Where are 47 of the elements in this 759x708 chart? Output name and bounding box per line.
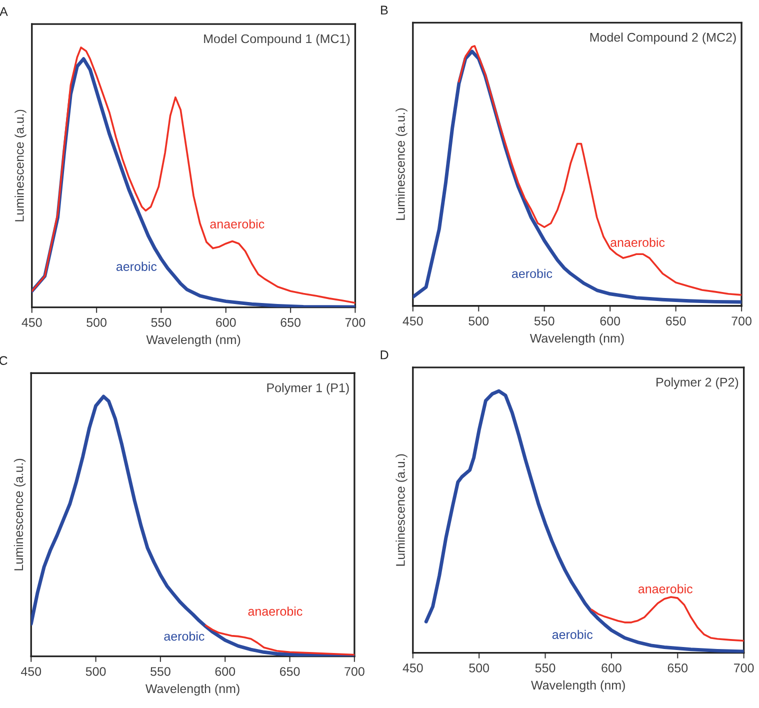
x-tick-label: 500 xyxy=(86,318,106,327)
x-tick-label: 450 xyxy=(402,664,423,672)
x-tick-label: 450 xyxy=(402,316,423,326)
chart-title: Model Compound 1 (MC1) xyxy=(204,34,350,46)
x-tick-label: 550 xyxy=(535,664,556,672)
x-axis-title: Wavelength (nm) xyxy=(531,680,625,692)
x-tick-label: 600 xyxy=(216,318,236,327)
y-axis-title: Luminescence (a.u.) xyxy=(14,458,26,570)
x-axis-title: Wavelength (nm) xyxy=(530,333,624,346)
x-tick-label: 550 xyxy=(534,316,554,326)
series-label: aerobic xyxy=(552,630,593,640)
text: A xyxy=(0,7,8,16)
x-tick-label: 550 xyxy=(151,318,172,327)
x-tick-label: 650 xyxy=(280,667,300,676)
x-tick-label: 600 xyxy=(215,667,236,676)
x-tick-label: 550 xyxy=(150,667,170,676)
x-tick-label: 650 xyxy=(280,318,300,327)
chart-title: Model Compound 2 (MC2) xyxy=(590,32,736,44)
series-label: anaerobic xyxy=(638,584,692,594)
y-axis-title: Luminescence (a.u.) xyxy=(396,454,408,566)
text: B xyxy=(381,6,388,14)
series-label: anaerobic xyxy=(248,606,302,616)
x-tick-label: 450 xyxy=(22,318,42,327)
x-tick-label: 700 xyxy=(345,318,366,327)
series-label: aerobic xyxy=(164,632,204,641)
x-tick-label: 500 xyxy=(469,664,490,672)
x-tick-label: 500 xyxy=(86,667,106,676)
x-axis-title: Wavelength (nm) xyxy=(146,334,240,347)
y-axis-title: Luminescence (a.u.) xyxy=(396,108,408,220)
series-label: anaerobic xyxy=(610,238,665,247)
series-label: aerobic xyxy=(512,268,552,278)
x-tick-label: 450 xyxy=(20,667,42,676)
x-tick-label: 600 xyxy=(602,664,622,672)
series-label: anaerobic xyxy=(210,219,264,228)
x-tick-label: 700 xyxy=(344,667,364,676)
x-tick-label: 600 xyxy=(600,316,620,326)
y-axis-title: Luminescence (a.u.) xyxy=(14,110,26,222)
series-label: aerobic xyxy=(116,262,157,271)
text: D xyxy=(380,350,388,360)
x-tick-label: 700 xyxy=(734,664,754,672)
x-tick-label: 700 xyxy=(732,316,752,326)
chart-title: Polymer 2 (P2) xyxy=(656,377,738,390)
x-tick-label: 500 xyxy=(468,316,489,326)
chart-title: Polymer 1 (P1) xyxy=(267,383,349,395)
x-tick-label: 650 xyxy=(666,316,686,326)
x-tick-label: 650 xyxy=(668,664,688,672)
x-axis-title: Wavelength (nm) xyxy=(145,684,240,696)
